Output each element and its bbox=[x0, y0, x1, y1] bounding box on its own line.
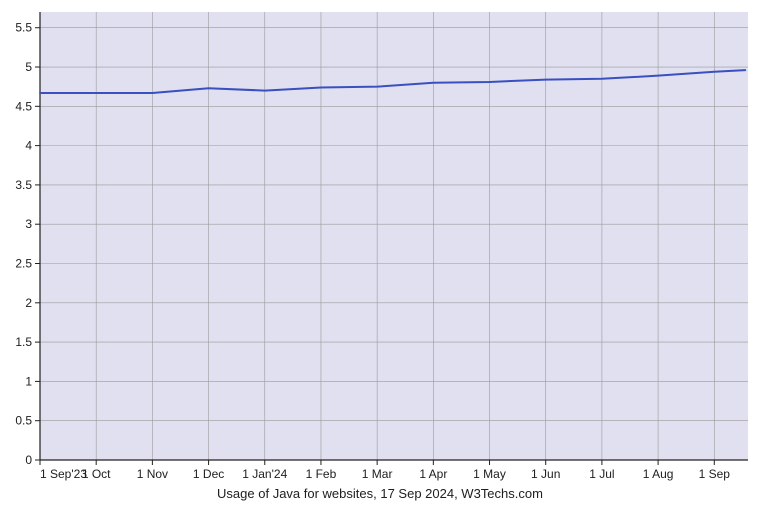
svg-text:3.5: 3.5 bbox=[15, 178, 32, 192]
svg-text:0: 0 bbox=[25, 453, 32, 467]
chart-caption: Usage of Java for websites, 17 Sep 2024,… bbox=[0, 486, 760, 501]
svg-text:4.5: 4.5 bbox=[15, 99, 32, 113]
svg-text:1 Oct: 1 Oct bbox=[82, 467, 111, 481]
svg-text:1 Sep'23: 1 Sep'23 bbox=[40, 467, 87, 481]
svg-text:1 Nov: 1 Nov bbox=[137, 467, 168, 481]
svg-text:5: 5 bbox=[25, 60, 32, 74]
svg-text:1 Mar: 1 Mar bbox=[362, 467, 393, 481]
svg-text:1 Aug: 1 Aug bbox=[643, 467, 674, 481]
svg-text:1 Jul: 1 Jul bbox=[589, 467, 614, 481]
usage-line-chart: 0 0.5 1 1.5 2 2.5 3 3.5 4 4.5 5 5.5 1 Sep'231 Oct 1 N… bbox=[0, 0, 760, 507]
svg-text:4: 4 bbox=[25, 139, 32, 153]
svg-text:3: 3 bbox=[25, 217, 32, 231]
svg-text:0.5: 0.5 bbox=[15, 414, 32, 428]
svg-text:1 May: 1 May bbox=[473, 467, 506, 481]
svg-text:1.5: 1.5 bbox=[15, 335, 32, 349]
svg-text:2: 2 bbox=[25, 296, 32, 310]
svg-text:1 Jan'24: 1 Jan'24 bbox=[242, 467, 287, 481]
svg-text:5.5: 5.5 bbox=[15, 21, 32, 35]
svg-text:2.5: 2.5 bbox=[15, 257, 32, 271]
svg-text:1: 1 bbox=[25, 374, 32, 388]
svg-text:1 Feb: 1 Feb bbox=[306, 467, 337, 481]
svg-text:1 Jun: 1 Jun bbox=[531, 467, 560, 481]
svg-text:1 Sep: 1 Sep bbox=[699, 467, 731, 481]
svg-text:1 Dec: 1 Dec bbox=[193, 467, 224, 481]
chart-container: 0 0.5 1 1.5 2 2.5 3 3.5 4 4.5 5 5.5 1 Sep'231 Oct 1 N… bbox=[0, 0, 760, 507]
svg-text:1 Apr: 1 Apr bbox=[419, 467, 447, 481]
